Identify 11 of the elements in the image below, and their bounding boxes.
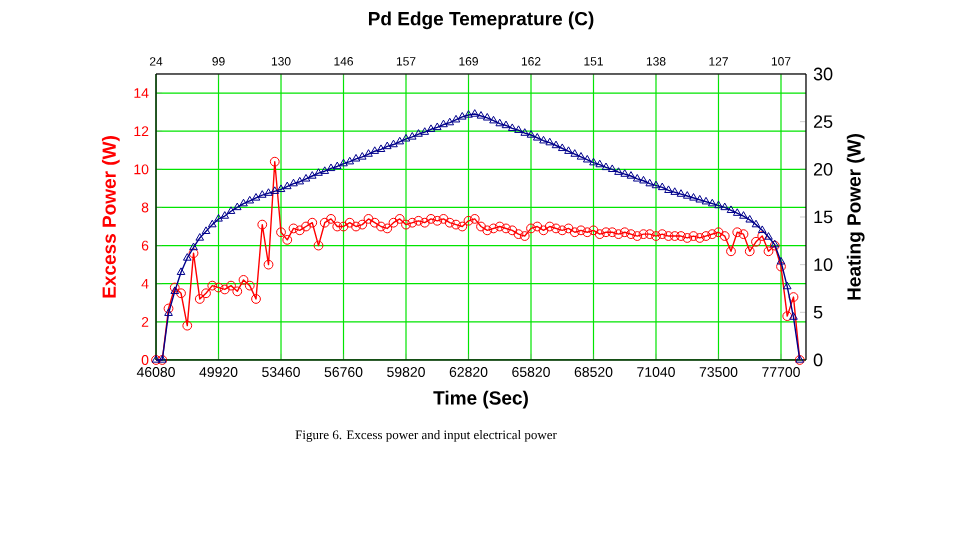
y2-tick-label: 10 [814,258,833,272]
x-axis-title: Time (Sec) [433,390,528,409]
x2-axis-title: Pd Edge Temeprature (C) [368,11,594,30]
y-axis-title: Excess Power (W) [101,136,120,298]
y2-tick-label: 15 [814,210,833,224]
y2-tick-label: 0 [813,353,823,367]
y2-axis-title: Heating Power (W) [846,134,865,300]
y2-tick-label: 5 [813,306,823,319]
y2-tick-label: 25 [813,115,833,129]
y2-tick-label: 20 [813,162,833,176]
y2-tick-label: 30 [813,67,833,81]
